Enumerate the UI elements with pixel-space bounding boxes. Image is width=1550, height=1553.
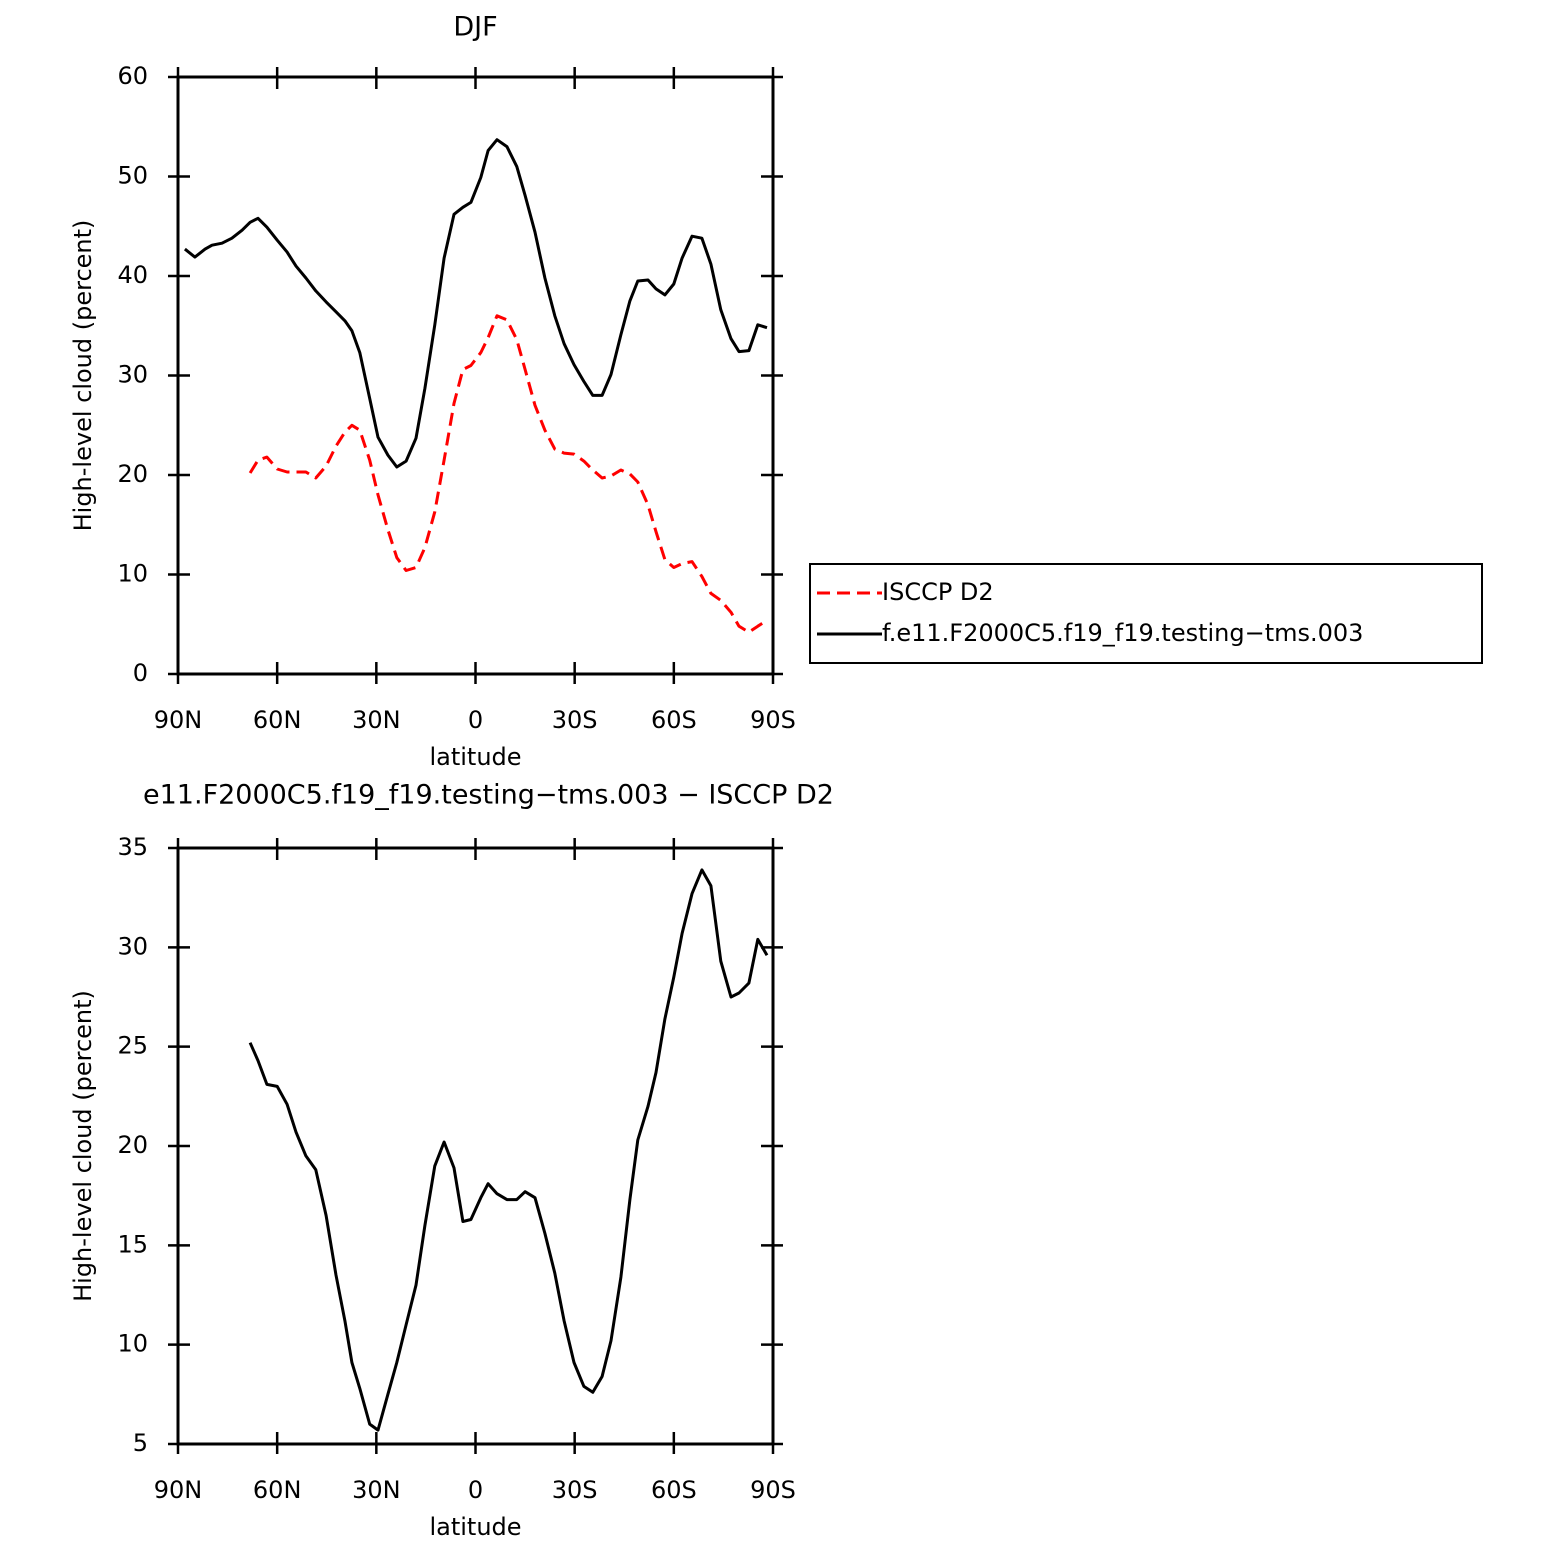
- data-line: [183, 138, 768, 469]
- x-tick-label: 90N: [154, 1476, 203, 1504]
- chart-title: DJF: [453, 12, 497, 43]
- x-tick-label: 30S: [552, 706, 598, 734]
- x-tick-label: 30N: [352, 706, 401, 734]
- x-tick-label: 60N: [253, 1476, 302, 1504]
- x-tick-label: 30N: [352, 1476, 401, 1504]
- y-tick-label: 30: [117, 932, 148, 960]
- data-line: [248, 868, 769, 1432]
- y-tick-label: 0: [133, 659, 148, 687]
- x-tick-label: 0: [468, 706, 483, 734]
- x-axis-label: latitude: [429, 1513, 521, 1541]
- x-tick-label: 60S: [651, 1476, 697, 1504]
- y-tick-label: 20: [117, 1131, 148, 1159]
- legend-label: ISCCP D2: [882, 578, 994, 606]
- y-tick-label: 25: [117, 1032, 148, 1060]
- legend-label: f.e11.F2000C5.f19_f19.testing−tms.003: [882, 619, 1363, 647]
- y-tick-label: 35: [117, 833, 148, 861]
- x-tick-label: 90N: [154, 706, 203, 734]
- y-tick-label: 20: [117, 460, 148, 488]
- y-axis-label: High-level cloud (percent): [69, 990, 97, 1302]
- y-tick-label: 40: [117, 261, 148, 289]
- plot-frame: [176, 75, 775, 676]
- x-tick-label: 90S: [750, 1476, 796, 1504]
- y-tick-label: 50: [117, 162, 148, 190]
- y-tick-label: 15: [117, 1230, 148, 1258]
- y-tick-label: 60: [117, 62, 148, 90]
- x-tick-label: 60N: [253, 706, 302, 734]
- x-tick-label: 60S: [651, 706, 697, 734]
- x-axis-label: latitude: [429, 743, 521, 771]
- legend-box: [809, 563, 1483, 664]
- y-tick-label: 30: [117, 361, 148, 389]
- y-axis-label: High-level cloud (percent): [69, 220, 97, 532]
- x-tick-label: 90S: [750, 706, 796, 734]
- y-tick-label: 10: [117, 560, 148, 588]
- y-tick-label: 10: [117, 1330, 148, 1358]
- plot-frame: [176, 846, 775, 1446]
- x-tick-label: 30S: [552, 1476, 598, 1504]
- data-line: [248, 314, 768, 634]
- chart-title: e11.F2000C5.f19_f19.testing−tms.003 − IS…: [143, 780, 834, 811]
- x-tick-label: 0: [468, 1476, 483, 1504]
- y-tick-label: 5: [133, 1429, 148, 1457]
